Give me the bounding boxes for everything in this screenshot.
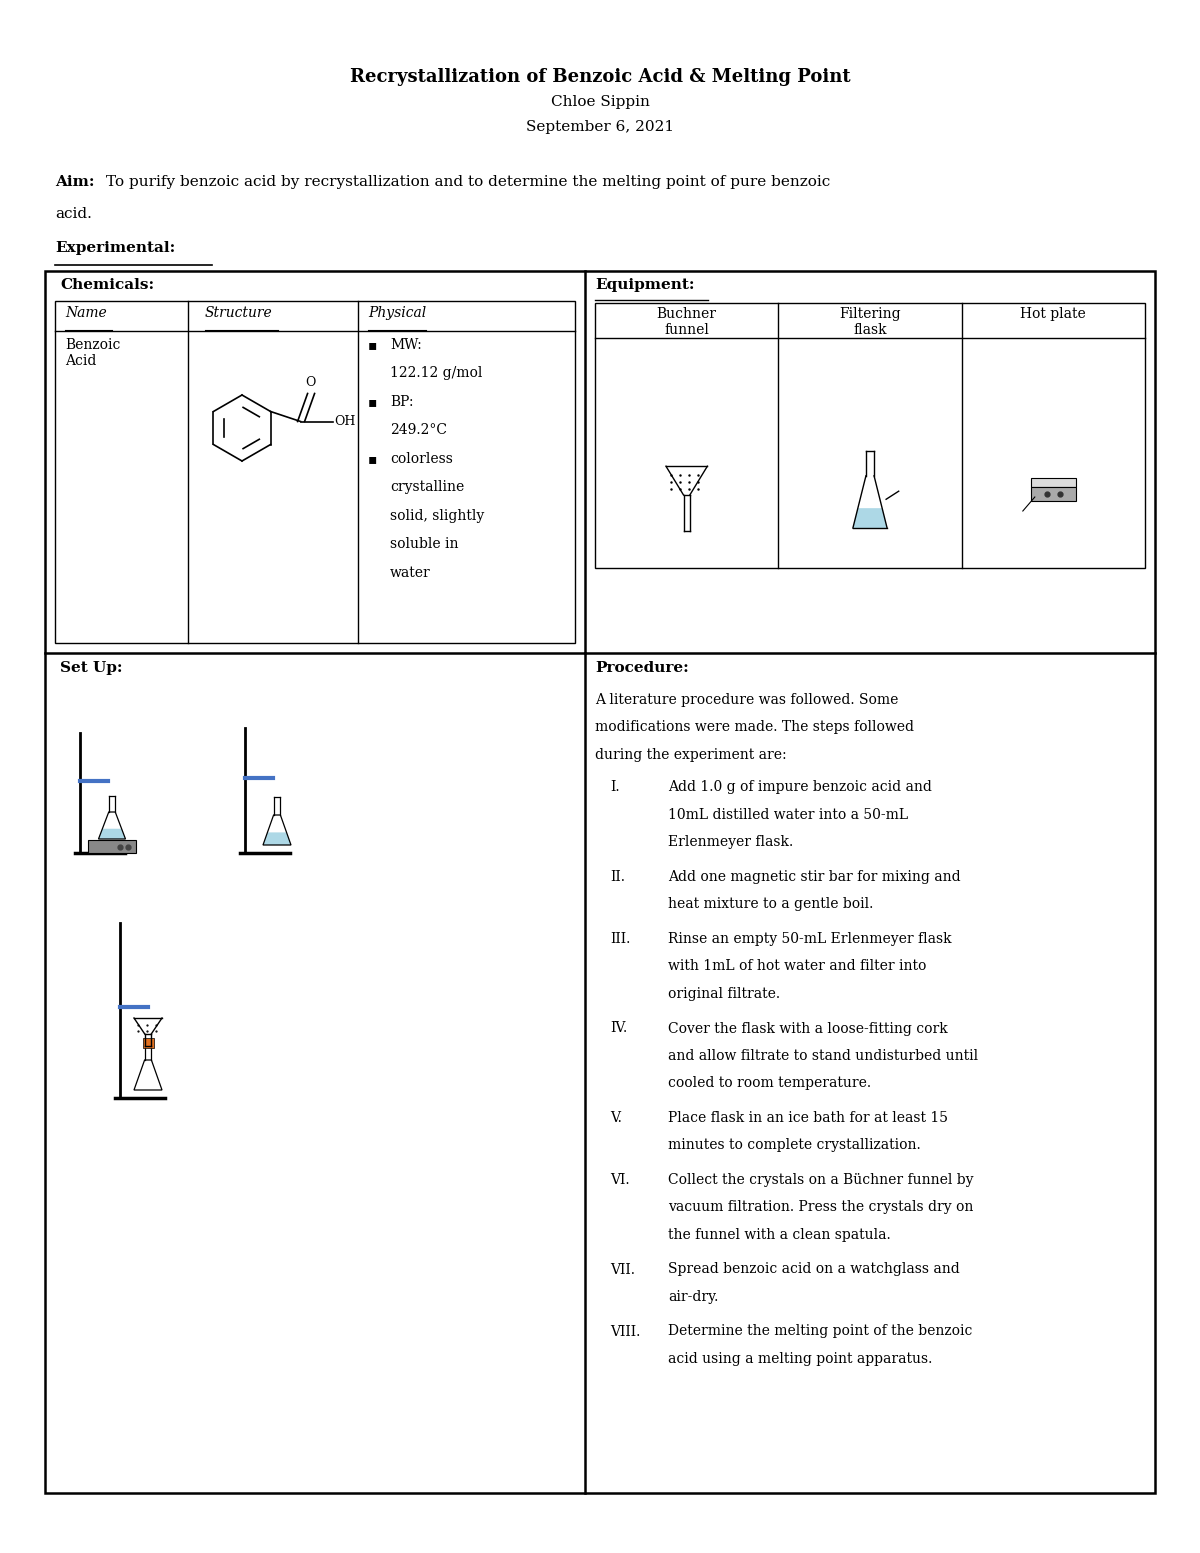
- Text: O: O: [305, 376, 316, 390]
- Text: water: water: [390, 565, 431, 579]
- Bar: [143, 1037, 154, 1048]
- Text: crystalline: crystalline: [390, 480, 464, 494]
- Text: during the experiment are:: during the experiment are:: [595, 749, 787, 763]
- Polygon shape: [853, 508, 887, 528]
- Text: Buchner
funnel: Buchner funnel: [656, 307, 716, 337]
- Text: cooled to room temperature.: cooled to room temperature.: [668, 1076, 871, 1090]
- Text: 10mL distilled water into a 50-mL: 10mL distilled water into a 50-mL: [668, 808, 908, 822]
- Text: colorless: colorless: [390, 452, 452, 466]
- Text: and allow filtrate to stand undisturbed until: and allow filtrate to stand undisturbed …: [668, 1048, 978, 1062]
- Text: Rinse an empty 50-mL Erlenmeyer flask: Rinse an empty 50-mL Erlenmeyer flask: [668, 932, 952, 946]
- Text: III.: III.: [610, 932, 630, 946]
- Text: Benzoic
Acid: Benzoic Acid: [65, 339, 120, 368]
- Text: Recrystallization of Benzoic Acid & Melting Point: Recrystallization of Benzoic Acid & Melt…: [349, 68, 851, 85]
- Text: Add 1.0 g of impure benzoic acid and: Add 1.0 g of impure benzoic acid and: [668, 781, 932, 795]
- Text: V.: V.: [610, 1110, 622, 1124]
- Text: Filtering
flask: Filtering flask: [839, 307, 901, 337]
- Text: Collect the crystals on a Büchner funnel by: Collect the crystals on a Büchner funnel…: [668, 1173, 973, 1186]
- Text: VIII.: VIII.: [610, 1325, 641, 1339]
- Bar: [55, 301, 575, 643]
- Text: Equipment:: Equipment:: [595, 278, 695, 292]
- Text: Physical: Physical: [368, 306, 426, 320]
- Text: OH: OH: [335, 415, 356, 429]
- Text: Place flask in an ice bath for at least 15: Place flask in an ice bath for at least …: [668, 1110, 948, 1124]
- Bar: [46, 272, 1156, 1492]
- Bar: [1031, 478, 1076, 486]
- Text: VII.: VII.: [610, 1263, 635, 1277]
- Bar: [88, 840, 136, 853]
- Bar: [595, 303, 1145, 568]
- Text: air-dry.: air-dry.: [668, 1291, 719, 1305]
- Text: VI.: VI.: [610, 1173, 630, 1186]
- Text: acid.: acid.: [55, 207, 92, 221]
- Text: Set Up:: Set Up:: [60, 662, 122, 676]
- Text: Structure: Structure: [205, 306, 272, 320]
- Text: with 1mL of hot water and filter into: with 1mL of hot water and filter into: [668, 960, 926, 974]
- Text: Spread benzoic acid on a watchglass and: Spread benzoic acid on a watchglass and: [668, 1263, 960, 1277]
- Text: 122.12 g/mol: 122.12 g/mol: [390, 367, 482, 380]
- Text: Chemicals:: Chemicals:: [60, 278, 154, 292]
- Text: ▪: ▪: [368, 394, 377, 408]
- Text: Experimental:: Experimental:: [55, 241, 175, 255]
- Text: I.: I.: [610, 781, 619, 795]
- Text: Name: Name: [65, 306, 107, 320]
- Text: ▪: ▪: [368, 339, 377, 353]
- Text: September 6, 2021: September 6, 2021: [526, 120, 674, 134]
- Text: Determine the melting point of the benzoic: Determine the melting point of the benzo…: [668, 1325, 972, 1339]
- Text: vacuum filtration. Press the crystals dry on: vacuum filtration. Press the crystals dr…: [668, 1200, 973, 1214]
- Text: To purify benzoic acid by recrystallization and to determine the melting point o: To purify benzoic acid by recrystallizat…: [106, 175, 830, 189]
- Text: acid using a melting point apparatus.: acid using a melting point apparatus.: [668, 1353, 932, 1367]
- Text: modifications were made. The steps followed: modifications were made. The steps follo…: [595, 721, 914, 735]
- Text: the funnel with a clean spatula.: the funnel with a clean spatula.: [668, 1228, 890, 1242]
- Text: Add one magnetic stir bar for mixing and: Add one magnetic stir bar for mixing and: [668, 870, 961, 884]
- Text: soluble in: soluble in: [390, 537, 458, 551]
- Polygon shape: [263, 832, 292, 845]
- Text: minutes to complete crystallization.: minutes to complete crystallization.: [668, 1138, 920, 1152]
- Text: Hot plate: Hot plate: [1020, 307, 1086, 321]
- Text: IV.: IV.: [610, 1022, 628, 1036]
- Text: Aim:: Aim:: [55, 175, 95, 189]
- Bar: [1031, 486, 1076, 502]
- Text: original filtrate.: original filtrate.: [668, 988, 780, 1002]
- Text: BP:: BP:: [390, 394, 414, 408]
- Text: MW:: MW:: [390, 339, 421, 353]
- Text: heat mixture to a gentle boil.: heat mixture to a gentle boil.: [668, 898, 874, 912]
- Text: Procedure:: Procedure:: [595, 662, 689, 676]
- Polygon shape: [98, 829, 126, 839]
- Text: 249.2°C: 249.2°C: [390, 424, 448, 438]
- Text: II.: II.: [610, 870, 625, 884]
- Text: A literature procedure was followed. Some: A literature procedure was followed. Som…: [595, 693, 899, 707]
- Text: ▪: ▪: [368, 452, 377, 466]
- Text: Erlenmeyer flask.: Erlenmeyer flask.: [668, 836, 793, 849]
- Text: Cover the flask with a loose-fitting cork: Cover the flask with a loose-fitting cor…: [668, 1022, 948, 1036]
- Text: solid, slightly: solid, slightly: [390, 509, 485, 523]
- Text: Chloe Sippin: Chloe Sippin: [551, 95, 649, 109]
